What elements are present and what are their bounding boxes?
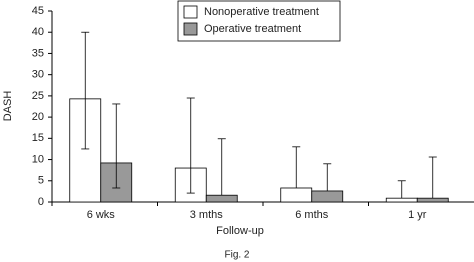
y-tick-label: 25	[32, 90, 44, 102]
legend-swatch	[183, 5, 198, 19]
caption: Fig. 2	[224, 250, 249, 261]
y-tick-label: 20	[32, 111, 44, 123]
legend-label: Operative treatment	[204, 23, 301, 35]
x-tick-label: 6 mths	[295, 209, 329, 221]
bar	[416, 197, 449, 203]
y-tick-label: 0	[38, 196, 44, 208]
bar	[69, 98, 102, 203]
bar	[280, 187, 313, 203]
y-tick-label: 35	[32, 47, 44, 59]
y-axis-label: DASH	[2, 91, 14, 122]
y-tick-label: 15	[32, 132, 44, 144]
bar	[385, 197, 418, 203]
y-tick-label: 30	[32, 69, 44, 81]
x-tick-label: 6 wks	[87, 209, 116, 221]
y-tick-label: 5	[38, 175, 44, 187]
y-tick-label: 45	[32, 5, 44, 17]
x-tick-label: 1 yr	[408, 209, 427, 221]
bar	[205, 194, 238, 203]
y-tick-label: 40	[32, 26, 44, 38]
legend-swatch	[183, 22, 198, 36]
legend-label: Nonoperative treatment	[204, 6, 319, 18]
y-tick-label: 10	[32, 153, 44, 165]
x-tick-label: 3 mths	[190, 209, 224, 221]
x-axis-label: Follow-up	[216, 225, 264, 237]
bar	[311, 190, 344, 203]
legend-box	[177, 0, 341, 42]
